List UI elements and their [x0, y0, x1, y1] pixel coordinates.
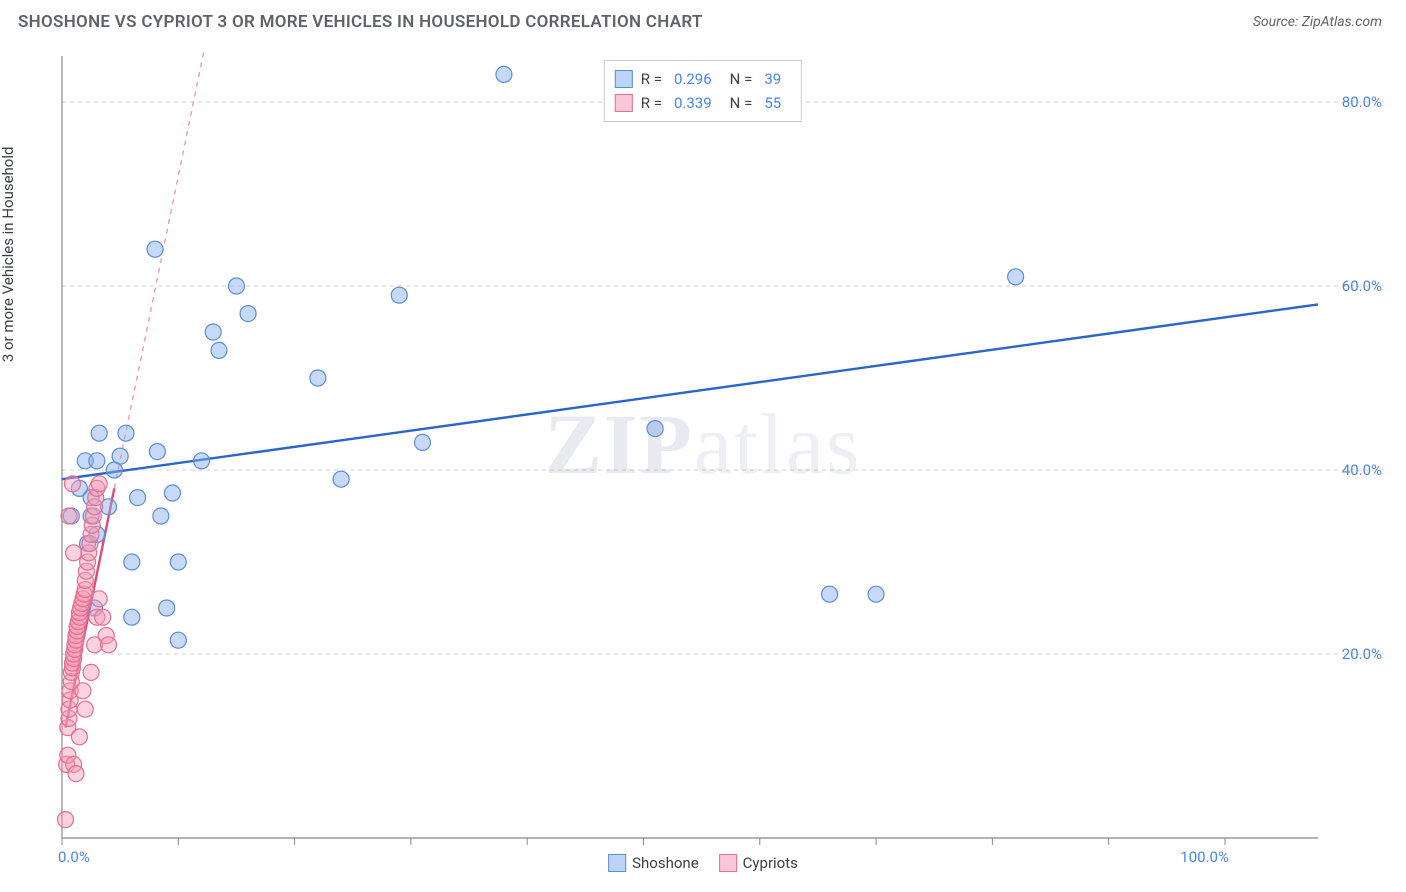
legend-item: Cypriots: [719, 854, 798, 872]
svg-text:60.0%: 60.0%: [1342, 277, 1382, 295]
legend-swatch: [608, 854, 626, 872]
legend-swatch: [615, 94, 633, 112]
header: SHOSHONE VS CYPRIOT 3 OR MORE VEHICLES I…: [0, 0, 1406, 40]
legend-row: R = 0.296N = 39: [615, 67, 791, 91]
svg-text:40.0%: 40.0%: [1342, 461, 1382, 479]
correlation-legend: R = 0.296N = 39R = 0.339N = 55: [604, 60, 802, 122]
legend-row: R = 0.339N = 55: [615, 91, 791, 115]
legend-label: Cypriots: [743, 854, 798, 872]
legend-swatch: [615, 70, 633, 88]
svg-text:100.0%: 100.0%: [1180, 848, 1229, 866]
scatter-plot: 20.0% 40.0% 60.0% 80.0% 0.0% 100.0%: [54, 48, 1388, 874]
series-legend: Shoshone Cypriots: [608, 854, 798, 872]
svg-text:80.0%: 80.0%: [1342, 93, 1382, 111]
legend-label: Shoshone: [632, 854, 699, 872]
legend-swatch: [719, 854, 737, 872]
legend-item: Shoshone: [608, 854, 699, 872]
chart-title: SHOSHONE VS CYPRIOT 3 OR MORE VEHICLES I…: [18, 12, 703, 32]
svg-text:0.0%: 0.0%: [58, 848, 90, 866]
source-label: Source: ZipAtlas.com: [1253, 14, 1382, 30]
chart-area: 3 or more Vehicles in Household 20.0%40.…: [18, 48, 1388, 874]
svg-text:20.0%: 20.0%: [1342, 645, 1382, 663]
y-axis-label: 3 or more Vehicles in Household: [0, 147, 17, 363]
